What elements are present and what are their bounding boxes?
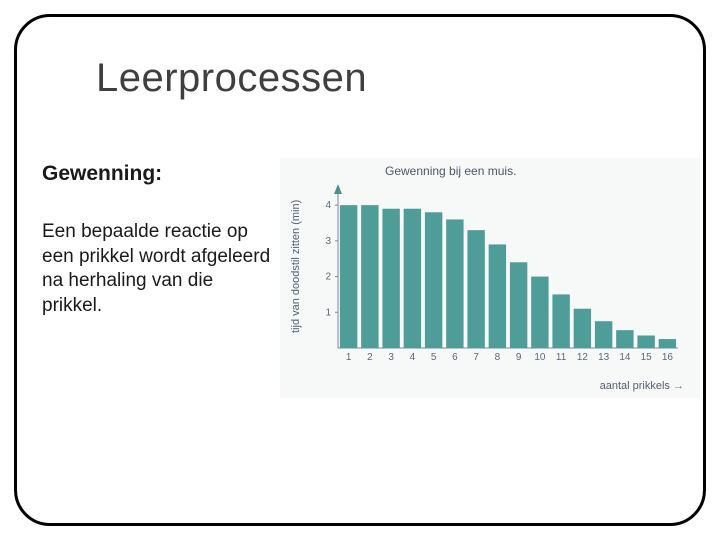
- y-tick-label: 2: [325, 272, 331, 283]
- slide-body-text: Een bepaalde reactie op een prikkel word…: [42, 220, 272, 319]
- arrow-up-icon: [334, 184, 342, 194]
- chart-bar: [552, 294, 569, 348]
- x-tick-label: 6: [452, 352, 458, 363]
- chart-bar: [382, 209, 399, 348]
- slide-subheading: Gewenning:: [42, 162, 162, 186]
- x-tick-label: 3: [388, 352, 394, 363]
- x-tick-label: 15: [641, 352, 653, 363]
- chart-bar: [404, 209, 421, 348]
- chart-bar: [510, 262, 527, 348]
- slide-title: Leerprocessen: [96, 56, 367, 101]
- chart-bar: [659, 339, 676, 348]
- x-tick-label: 16: [662, 352, 674, 363]
- chart-bar: [361, 205, 378, 348]
- chart-bar: [595, 321, 612, 348]
- x-tick-label: 7: [473, 352, 479, 363]
- x-tick-label: 10: [534, 352, 546, 363]
- chart-bar: [489, 244, 506, 348]
- y-tick-label: 3: [325, 236, 331, 247]
- chart-bar: [616, 330, 633, 348]
- chart-svg: 123412345678910111213141516: [310, 178, 690, 378]
- chart-bar: [637, 336, 654, 349]
- x-tick-label: 11: [556, 352, 567, 363]
- chart-container: Gewenning bij een muis. tijd van doodsti…: [280, 158, 700, 398]
- y-tick-label: 4: [325, 200, 331, 211]
- chart-title: Gewenning bij een muis.: [385, 164, 516, 178]
- chart-xlabel-text: aantal prikkels: [600, 380, 670, 392]
- chart-bar: [425, 212, 442, 348]
- chart-bar: [467, 230, 484, 348]
- x-tick-label: 2: [367, 352, 373, 363]
- chart-bar: [446, 219, 463, 348]
- x-tick-label: 13: [598, 352, 610, 363]
- x-tick-label: 4: [410, 352, 416, 363]
- chart-x-axis-label: aantal prikkels →: [600, 380, 684, 392]
- x-tick-label: 8: [495, 352, 501, 363]
- x-tick-label: 1: [346, 352, 352, 363]
- x-tick-label: 14: [619, 352, 631, 363]
- arrow-right-icon: →: [673, 380, 684, 392]
- x-tick-label: 9: [516, 352, 522, 363]
- slide-frame-container: Leerprocessen Gewenning: Een bepaalde re…: [0, 0, 720, 540]
- x-tick-label: 5: [431, 352, 437, 363]
- chart-y-axis-label: tijd van doodstil zitten (min): [290, 200, 302, 333]
- chart-bar: [574, 309, 591, 348]
- chart-bar: [531, 277, 548, 348]
- chart-bar: [340, 205, 357, 348]
- x-tick-label: 12: [577, 352, 589, 363]
- y-tick-label: 1: [325, 307, 331, 318]
